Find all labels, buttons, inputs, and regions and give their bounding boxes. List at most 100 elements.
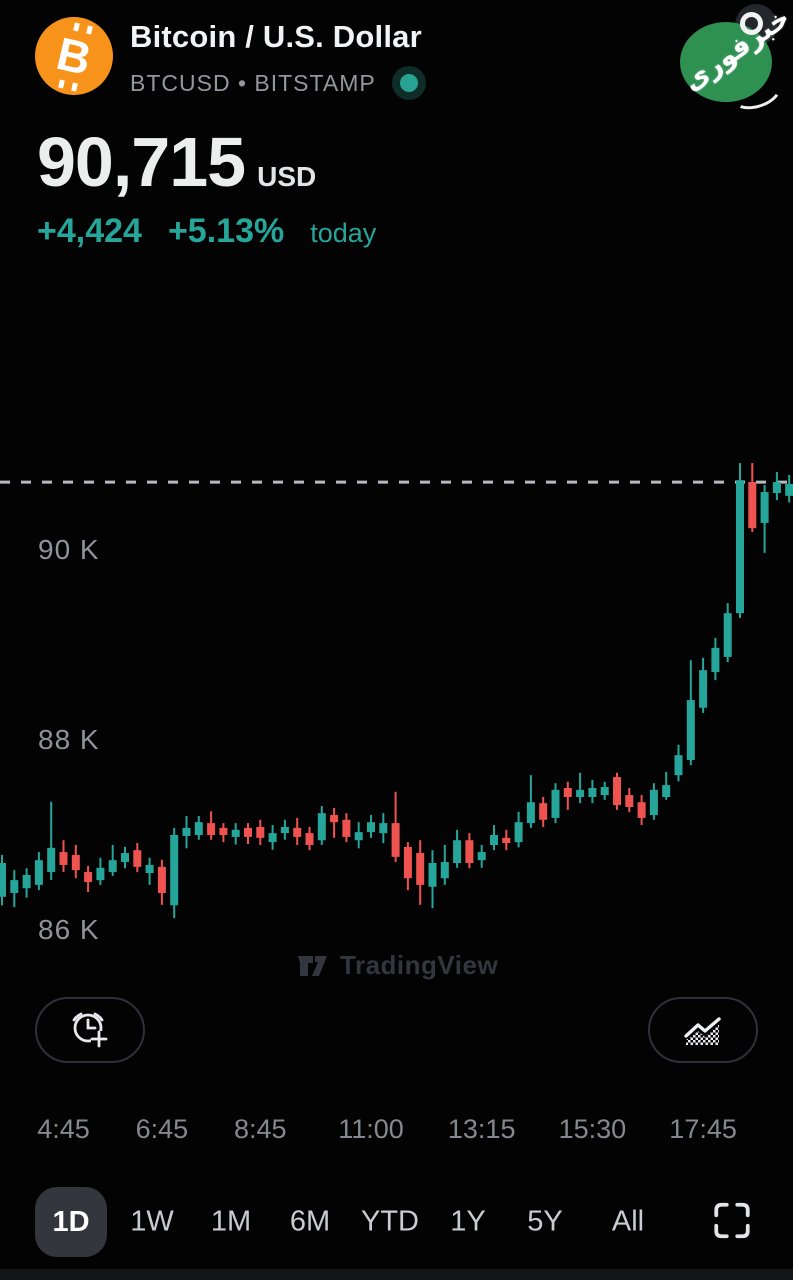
tab-1m[interactable]: 1M [205,1205,257,1240]
candle [317,806,326,845]
candle [0,854,6,906]
candle [403,842,412,891]
x-axis-label: 4:45 [37,1114,90,1144]
candle [71,844,80,879]
tab-ytd[interactable]: YTD [355,1205,425,1240]
candle [428,850,437,909]
tradingview-logo-icon [298,956,327,976]
candle [354,822,363,849]
candle [453,829,462,868]
news-watermark-logo: خبرفوری [678,2,793,116]
candle [760,484,769,553]
candle [293,817,302,845]
candle [280,819,289,840]
candle [342,813,351,843]
candle [182,816,191,849]
candle [391,791,400,863]
candle [637,795,646,826]
candle [10,870,19,908]
candle [711,637,720,681]
candle [490,825,498,851]
candle [613,772,621,810]
candle [133,843,142,873]
bottom-edge [0,1269,793,1280]
candle [379,813,388,844]
tab-1w[interactable]: 1W [124,1205,180,1240]
candle [588,779,597,804]
candle [563,781,572,810]
tab-all[interactable]: All [606,1205,650,1240]
chart-type-button[interactable] [648,997,758,1063]
candle [219,823,228,843]
candle [465,833,474,869]
candle [231,823,240,845]
candle [748,463,757,532]
candle [157,859,166,905]
change-block: +4,424 +5.13% today [37,212,376,251]
tab-5y[interactable]: 5Y [521,1205,568,1240]
candle [785,474,793,503]
candle [440,844,449,885]
candle [723,603,732,663]
candle [244,823,252,845]
candle [84,865,93,892]
candle [256,819,265,845]
candle [539,797,548,827]
candle [59,840,68,873]
candle [108,844,117,876]
candle [22,868,31,898]
tab-1d[interactable]: 1D [35,1187,107,1257]
candle [551,783,560,824]
add-alert-button[interactable] [35,997,145,1063]
candle [305,826,314,851]
currency-label: USD [257,161,317,192]
candle [477,844,486,868]
candle [625,787,634,813]
time-axis: 4:45 6:45 8:45 11:00 13:15 15:30 17:45 [0,1114,793,1150]
area-chart-icon [684,1017,721,1045]
market-status-dot [391,66,426,100]
candle [416,840,425,905]
tab-1y[interactable]: 1Y [444,1205,491,1240]
candle [502,829,511,851]
tradingview-wordmark: TradingView [340,949,499,980]
x-axis-label: 17:45 [669,1114,737,1144]
x-axis-label: 8:45 [234,1114,287,1144]
candle [576,772,585,804]
candle [686,660,695,766]
candle [514,811,523,848]
candle [268,825,277,850]
candle [662,771,671,800]
fullscreen-button[interactable] [705,1199,759,1246]
candle [121,846,129,869]
candle [330,807,339,838]
candle [47,801,56,881]
page-title: Bitcoin / U.S. Dollar [130,19,422,54]
fullscreen-icon [714,1202,750,1239]
tradingview-watermark: TradingView [296,948,498,982]
candle [207,811,216,840]
candle [699,657,708,713]
candle [145,857,154,885]
x-axis-label: 13:15 [447,1114,516,1144]
change-percent: +5.13% [167,212,285,250]
x-axis-label: 6:45 [135,1114,189,1144]
candle [649,783,658,820]
candle [674,744,683,782]
change-period: today [310,218,377,248]
candle [736,463,744,618]
tab-6m[interactable]: 6M [284,1205,336,1240]
candle [600,781,609,800]
symbol-exchange-label: BTCUSD • BITSTAMP [130,69,376,96]
candle [34,852,43,891]
quote-block: 90,715 USD [37,122,316,202]
x-axis-label: 15:30 [558,1114,627,1144]
candle [170,827,179,919]
x-axis-label: 11:00 [338,1114,404,1144]
symbol-subtitle: BTCUSD • BITSTAMP [130,66,426,100]
y-axis-label: 86 K [38,914,100,945]
candle [367,815,375,838]
candle [526,775,535,828]
